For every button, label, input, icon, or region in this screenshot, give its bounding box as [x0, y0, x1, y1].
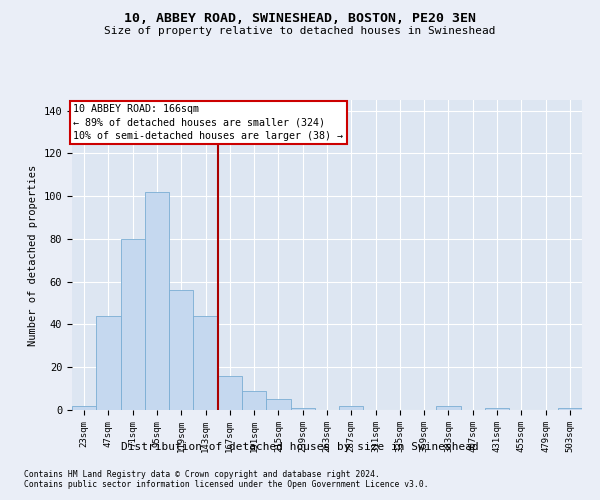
Text: Distribution of detached houses by size in Swineshead: Distribution of detached houses by size …: [121, 442, 479, 452]
Text: 10, ABBEY ROAD, SWINESHEAD, BOSTON, PE20 3EN: 10, ABBEY ROAD, SWINESHEAD, BOSTON, PE20…: [124, 12, 476, 26]
Bar: [169, 290, 193, 410]
Y-axis label: Number of detached properties: Number of detached properties: [28, 164, 38, 346]
Bar: [290, 408, 315, 410]
Bar: [558, 408, 582, 410]
Bar: [242, 391, 266, 410]
Bar: [436, 406, 461, 410]
Bar: [485, 408, 509, 410]
Text: Size of property relative to detached houses in Swineshead: Size of property relative to detached ho…: [104, 26, 496, 36]
Bar: [96, 316, 121, 410]
Text: Contains public sector information licensed under the Open Government Licence v3: Contains public sector information licen…: [24, 480, 428, 489]
Bar: [218, 376, 242, 410]
Bar: [339, 406, 364, 410]
Bar: [121, 239, 145, 410]
Bar: [193, 316, 218, 410]
Text: Contains HM Land Registry data © Crown copyright and database right 2024.: Contains HM Land Registry data © Crown c…: [24, 470, 380, 479]
Text: 10 ABBEY ROAD: 166sqm
← 89% of detached houses are smaller (324)
10% of semi-det: 10 ABBEY ROAD: 166sqm ← 89% of detached …: [73, 104, 343, 141]
Bar: [72, 406, 96, 410]
Bar: [266, 400, 290, 410]
Bar: [145, 192, 169, 410]
